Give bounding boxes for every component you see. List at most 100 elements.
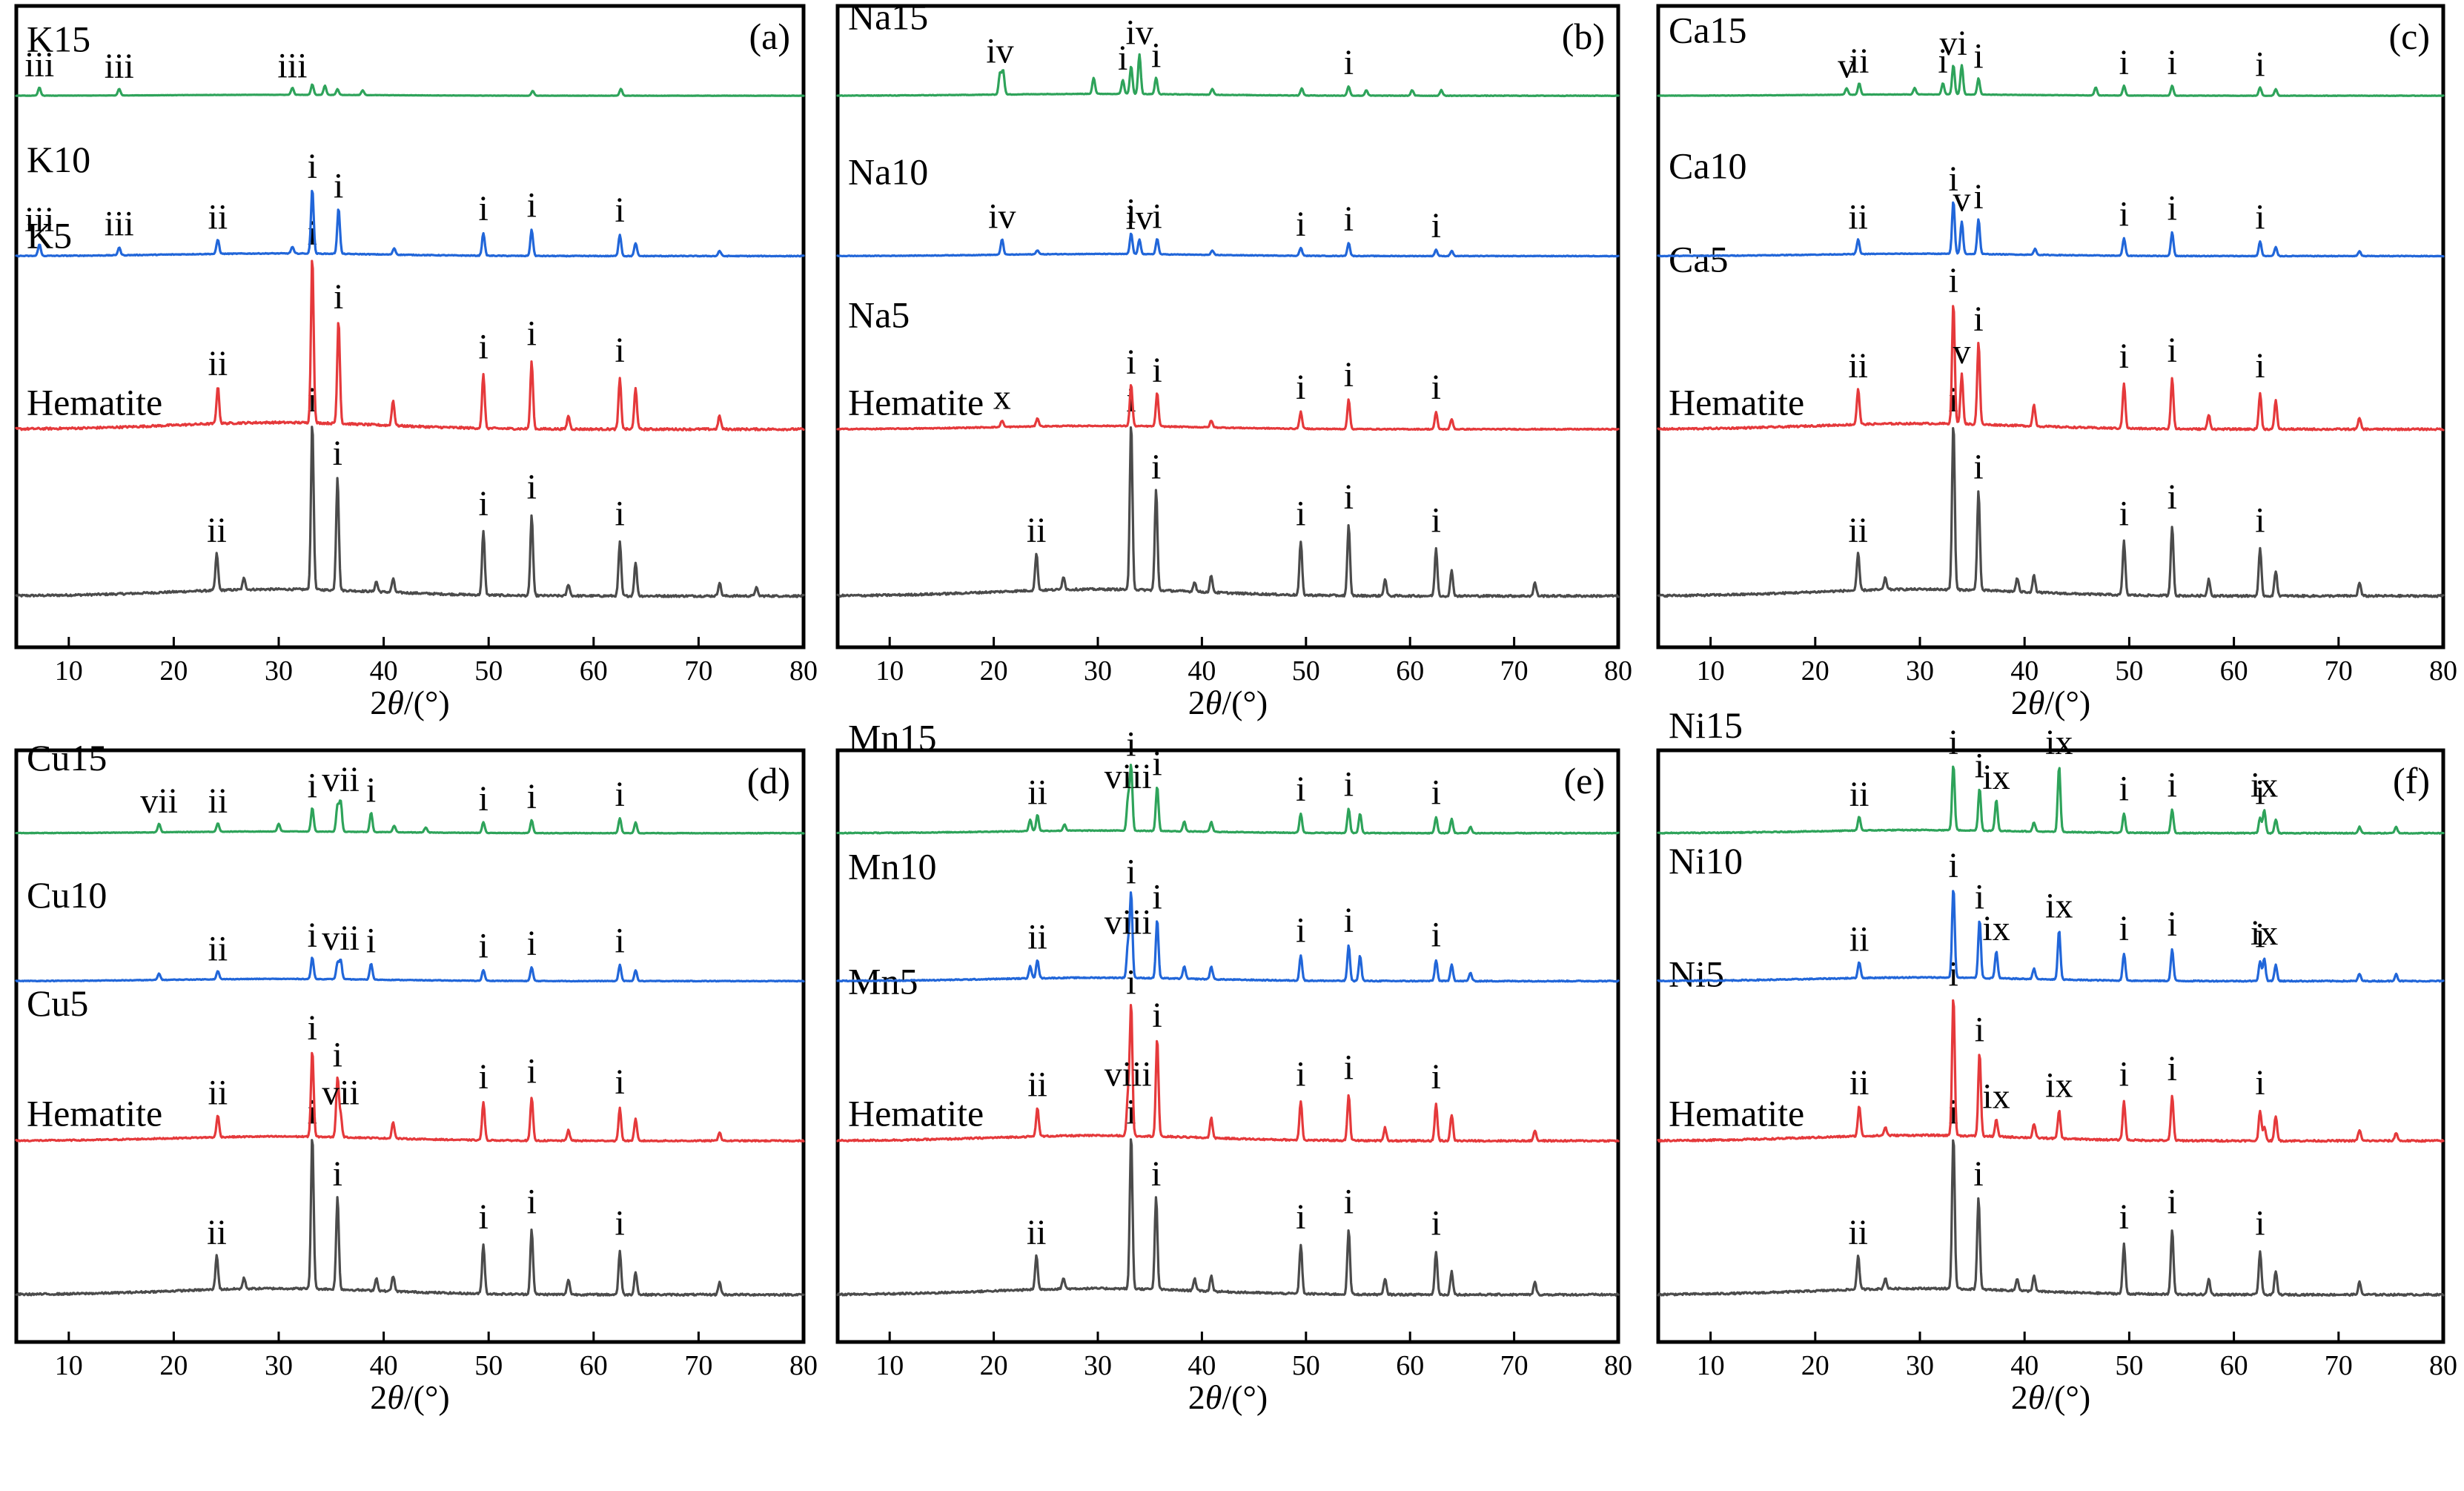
x-axis-title-theta: θ (1205, 1378, 1222, 1416)
peak-label: i (1152, 996, 1162, 1035)
peak-label: ii (208, 781, 228, 821)
peak-label: i (308, 916, 317, 955)
peak-label: i (2119, 909, 2129, 948)
peak-label: i (1126, 343, 1136, 382)
x-tick-label: 50 (474, 1350, 503, 1381)
peak-label: ix (2251, 765, 2278, 804)
x-tick-label: 10 (875, 1350, 904, 1381)
peak-label: ii (1027, 1213, 1047, 1252)
peak-label: ii (208, 929, 228, 968)
x-tick-label: 60 (2220, 655, 2248, 687)
x-tick-label: 30 (1906, 655, 1934, 687)
x-axis-title-prefix: 2 (2011, 684, 2028, 721)
x-tick-label: 20 (980, 655, 1008, 687)
peak-label: i (2255, 501, 2265, 540)
peak-label: i (527, 924, 537, 963)
trace-label: Ni10 (1669, 840, 1743, 882)
peak-label: i (2119, 1197, 2129, 1237)
xrd-trace-Hematite (836, 1138, 1620, 1297)
peak-label: viii (1105, 757, 1152, 796)
x-tick-label: 70 (2325, 655, 2353, 687)
x-tick-label: 20 (159, 655, 188, 687)
peak-label: i (2167, 1182, 2177, 1221)
peak-label: i (527, 314, 537, 354)
x-axis-title-suffix: /(°) (2044, 1378, 2090, 1416)
x-axis-title: 2θ/(°) (370, 684, 449, 721)
x-axis-title-theta: θ (1205, 684, 1222, 721)
peak-label: i (615, 775, 625, 814)
peak-label: i (2167, 189, 2177, 228)
x-axis-title-prefix: 2 (1188, 684, 1205, 721)
panel-tag: (a) (749, 16, 791, 57)
peak-label: i (1973, 1154, 1983, 1194)
x-tick-label: 70 (684, 655, 712, 687)
xrd-trace-Cu15 (15, 799, 805, 835)
x-tick-label: 30 (1906, 1350, 1934, 1381)
peak-label: iv (1125, 198, 1153, 237)
x-tick-label: 60 (580, 655, 608, 687)
peak-label: i (1118, 39, 1127, 78)
peak-label: i (2255, 1063, 2265, 1102)
panel-tag: (b) (1562, 16, 1605, 57)
peak-label: ii (207, 511, 227, 550)
xrd-trace-K5 (15, 259, 805, 432)
peak-label: iii (277, 46, 307, 85)
peak-label: ii (1848, 1213, 1868, 1252)
peak-label: iv (986, 31, 1013, 70)
peak-label: i (2119, 495, 2129, 534)
x-axis-title: 2θ/(°) (1188, 1378, 1268, 1416)
x-tick-label: 50 (474, 655, 503, 687)
peak-label: i (1296, 495, 1305, 534)
panel-tag: (e) (1564, 760, 1606, 801)
trace-label: Cu10 (27, 874, 107, 916)
trace-label: Ni5 (1669, 953, 1724, 995)
x-tick-label: 40 (1188, 1350, 1216, 1381)
peak-label: i (1151, 447, 1161, 486)
peak-label: i (478, 1197, 488, 1237)
peak-label: i (1151, 1154, 1161, 1194)
xrd-trace-Na10 (836, 232, 1620, 258)
xrd-trace-Hematite (1657, 1139, 2445, 1297)
peak-label: i (308, 1008, 317, 1048)
peak-label: iii (105, 204, 134, 243)
peak-label: i (2119, 194, 2129, 234)
peak-label: i (527, 467, 537, 506)
peak-label: i (2167, 765, 2177, 804)
peak-label: i (2255, 916, 2265, 956)
peak-label: ii (1849, 919, 1869, 959)
peak-label: i (2119, 1055, 2129, 1094)
plot-frame (1656, 4, 2445, 649)
peak-label: i (1296, 770, 1305, 809)
xrd-trace-Ca5 (1657, 305, 2445, 432)
x-axis-title: 2θ/(°) (1188, 684, 1268, 721)
peak-label: vii (322, 760, 360, 799)
x-tick-label: 70 (684, 1350, 712, 1381)
x-axis-title-prefix: 2 (2011, 1378, 2028, 1416)
peak-label: i (1344, 901, 1354, 940)
x-tick-label: 10 (875, 655, 904, 687)
peak-label: i (334, 166, 343, 205)
peak-label: iv (988, 196, 1016, 236)
peak-label: v (1953, 332, 1970, 371)
peak-label: i (615, 495, 625, 534)
plot-frame (835, 4, 1620, 649)
x-tick-label: 60 (2220, 1350, 2248, 1381)
peak-label: i (2167, 477, 2177, 517)
peak-label: i (2167, 1049, 2177, 1088)
peak-label: vi (1940, 24, 1967, 63)
peak-label: i (2255, 346, 2265, 386)
x-tick-label: 80 (2429, 1350, 2457, 1381)
x-tick-label: 40 (370, 1350, 398, 1381)
x-axis-title-prefix: 2 (370, 1378, 387, 1416)
peak-label: i (1344, 477, 1354, 517)
peak-label: i (2167, 43, 2177, 82)
peak-label: i (1975, 877, 1984, 916)
x-tick-label: 40 (2010, 655, 2039, 687)
peak-label: i (334, 277, 343, 317)
x-tick-label: 30 (265, 1350, 293, 1381)
peak-label: ii (1849, 1063, 1869, 1102)
peak-label: i (1949, 159, 1958, 199)
peak-label: i (615, 191, 625, 230)
